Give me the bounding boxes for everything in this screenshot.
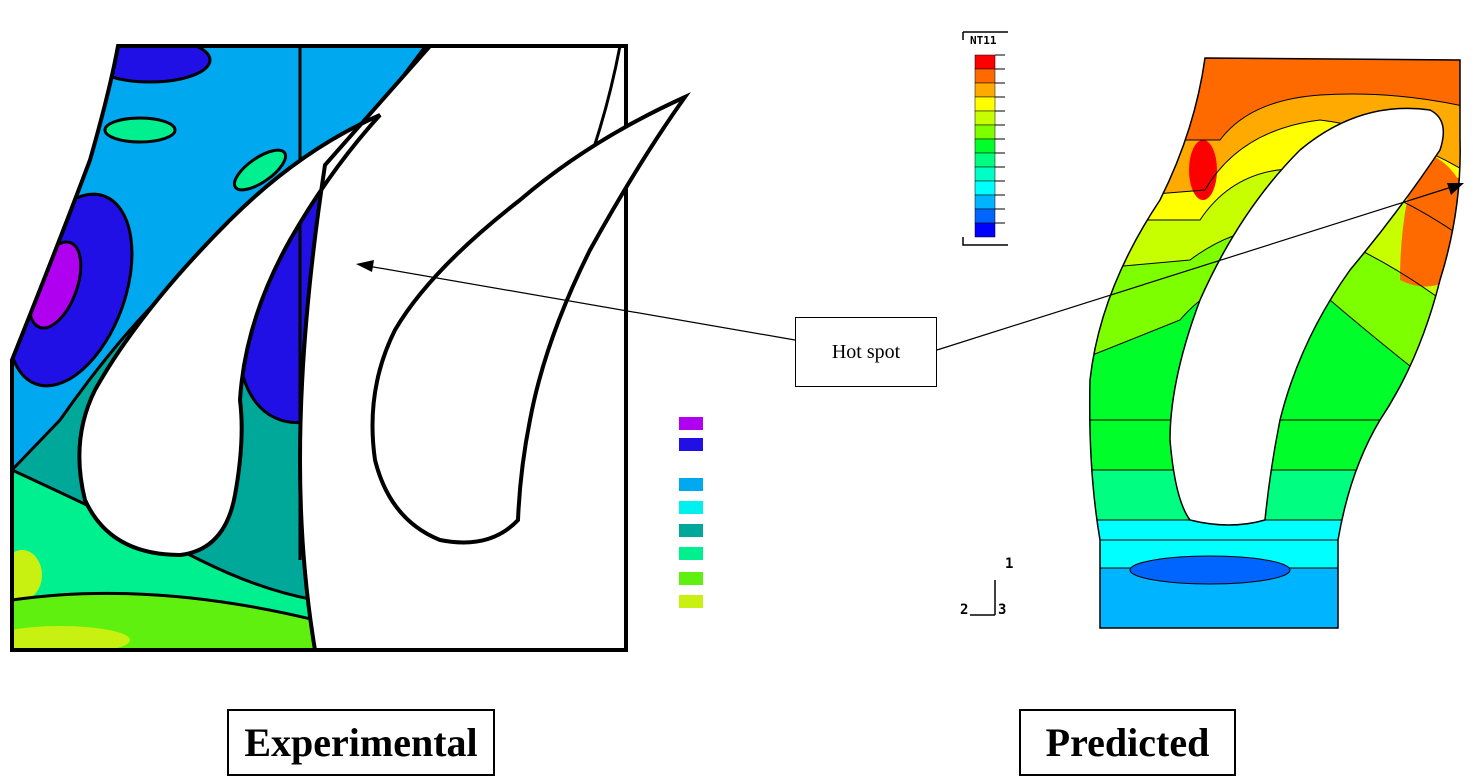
experimental-blade-right: [370, 92, 691, 545]
experimental-outline: [10, 44, 628, 652]
legend-swatch: [974, 166, 996, 182]
experimental-panel: [10, 44, 703, 652]
predicted-outline: [1088, 57, 1461, 629]
hot-spot-leaders: [356, 183, 1464, 351]
predicted-caption: Predicted: [1019, 709, 1236, 776]
predicted-blade-cavity: [1169, 107, 1445, 526]
legend-swatch: [974, 82, 996, 98]
experimental-legend-swatch: [679, 478, 703, 491]
experimental-blade-left: [77, 113, 382, 558]
predicted-legend: NT11: [962, 31, 1008, 246]
legend-swatch: [974, 194, 996, 210]
legend-title: NT11: [970, 34, 997, 47]
legend-swatch: [974, 138, 996, 154]
legend-swatch: [974, 96, 996, 112]
axis-1-label: 1: [1005, 556, 1013, 572]
legend-swatch: [974, 222, 996, 238]
experimental-legend-swatch: [679, 438, 703, 451]
leader-arrowhead-left: [356, 260, 374, 272]
legend-swatch: [974, 208, 996, 224]
legend-swatch: [974, 124, 996, 140]
legend-swatch: [974, 152, 996, 168]
hot-spot-callout: Hot spot: [795, 317, 937, 387]
experimental-legend-swatch: [679, 524, 703, 537]
legend-swatch: [974, 54, 996, 70]
legend-swatch: [974, 180, 996, 196]
legend-swatch: [974, 68, 996, 84]
predicted-panel: NT11 1 2 3: [960, 31, 1461, 629]
experimental-legend-swatch: [679, 547, 703, 560]
leader-arrowhead-right: [1447, 183, 1464, 195]
experimental-legend-swatch: [679, 572, 703, 585]
experimental-legend-swatch: [679, 595, 703, 608]
experimental-caption: Experimental: [227, 709, 495, 776]
legend-swatch: [974, 110, 996, 126]
axis-2-label: 2: [960, 602, 968, 618]
experimental-legend: [679, 417, 703, 608]
axis-3-label: 3: [998, 602, 1006, 618]
axis-triad: 1 2 3: [960, 556, 1013, 618]
experimental-legend-swatch: [679, 501, 703, 514]
experimental-legend-swatch: [679, 417, 703, 430]
